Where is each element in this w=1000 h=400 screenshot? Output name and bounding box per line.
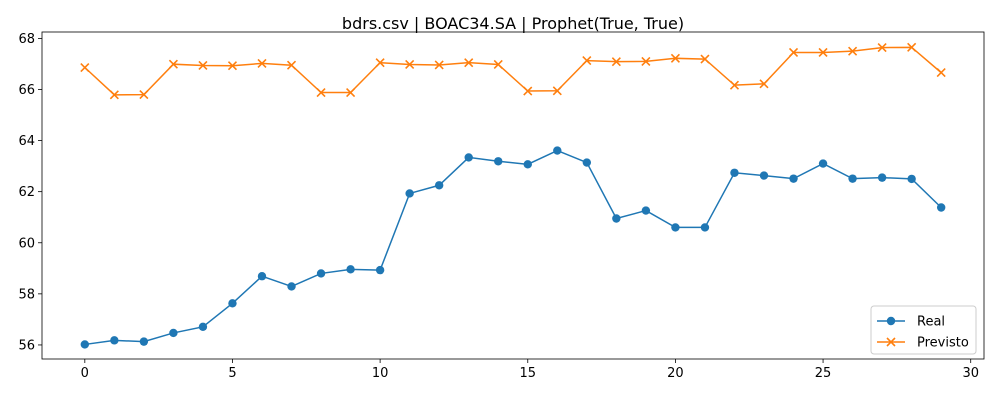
series-real — [81, 146, 946, 348]
y-tick-label: 68 — [18, 32, 35, 47]
plot-area-frame — [42, 32, 984, 359]
y-tick-label: 62 — [18, 185, 35, 200]
data-point — [465, 153, 473, 161]
data-point — [819, 159, 827, 167]
x-axis: 0 5 10 15 20 25 30 — [81, 359, 979, 381]
data-point — [199, 323, 207, 331]
data-point — [612, 214, 620, 222]
series-line — [85, 47, 941, 95]
data-point — [524, 160, 532, 168]
data-point — [81, 340, 89, 348]
data-point — [346, 265, 354, 273]
y-axis: 56 58 60 62 64 66 68 — [18, 32, 42, 354]
y-tick-label: 58 — [18, 287, 35, 302]
data-point — [376, 266, 384, 274]
y-tick-label: 66 — [18, 83, 35, 98]
data-point — [878, 173, 886, 181]
y-tick-label: 60 — [18, 236, 35, 251]
data-point — [287, 282, 295, 290]
data-point — [937, 69, 945, 77]
series-layer — [81, 43, 946, 348]
data-point — [937, 203, 945, 211]
y-tick-label: 64 — [18, 134, 35, 149]
series-line — [85, 151, 941, 345]
data-point — [907, 175, 915, 183]
data-point — [405, 189, 413, 197]
data-point — [760, 171, 768, 179]
legend: Real Previsto — [871, 306, 976, 354]
legend-label: Previsto — [917, 336, 969, 351]
y-tick-label: 56 — [18, 338, 35, 353]
data-point — [228, 299, 236, 307]
data-point — [169, 329, 177, 337]
x-tick-label: 20 — [667, 366, 684, 381]
x-tick-label: 25 — [815, 366, 832, 381]
x-tick-label: 0 — [81, 366, 89, 381]
x-tick-label: 5 — [228, 366, 236, 381]
x-tick-label: 15 — [519, 366, 536, 381]
data-point — [642, 206, 650, 214]
data-point — [730, 169, 738, 177]
data-point — [317, 269, 325, 277]
data-point — [701, 223, 709, 231]
legend-marker — [887, 317, 895, 325]
series-previsto — [81, 43, 945, 99]
data-point — [435, 181, 443, 189]
data-point — [789, 174, 797, 182]
x-tick-label: 30 — [962, 366, 979, 381]
data-point — [258, 272, 266, 280]
data-point — [671, 223, 679, 231]
legend-label: Real — [917, 315, 945, 330]
data-point — [110, 336, 118, 344]
data-point — [848, 174, 856, 182]
data-point — [140, 337, 148, 345]
data-point — [81, 64, 89, 72]
data-point — [583, 158, 591, 166]
data-point — [553, 146, 561, 154]
data-point — [494, 157, 502, 165]
x-tick-label: 10 — [372, 366, 389, 381]
chart-title: bdrs.csv | BOAC34.SA | Prophet(True, Tru… — [342, 14, 684, 33]
